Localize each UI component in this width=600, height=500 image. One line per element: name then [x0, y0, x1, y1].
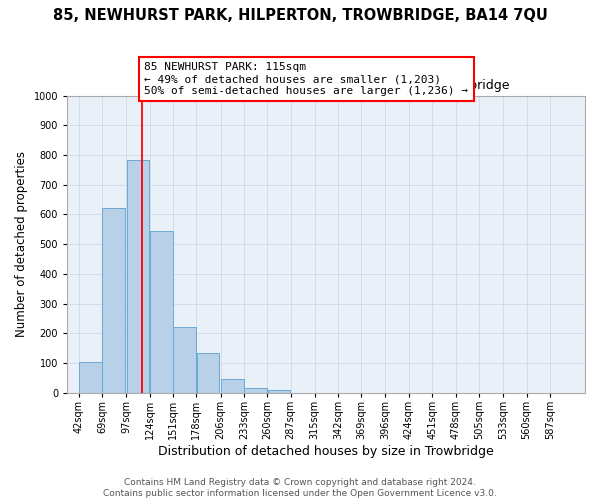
- Bar: [173, 328, 196, 392]
- Bar: [127, 160, 149, 392]
- Bar: [79, 362, 102, 392]
- X-axis label: Distribution of detached houses by size in Trowbridge: Distribution of detached houses by size …: [158, 444, 494, 458]
- Text: 85 NEWHURST PARK: 115sqm
← 49% of detached houses are smaller (1,203)
50% of sem: 85 NEWHURST PARK: 115sqm ← 49% of detach…: [145, 62, 469, 96]
- Title: Size of property relative to detached houses in Trowbridge: Size of property relative to detached ho…: [143, 79, 509, 92]
- Text: 85, NEWHURST PARK, HILPERTON, TROWBRIDGE, BA14 7QU: 85, NEWHURST PARK, HILPERTON, TROWBRIDGE…: [53, 8, 547, 22]
- Bar: [268, 390, 290, 392]
- Bar: [221, 380, 244, 392]
- Y-axis label: Number of detached properties: Number of detached properties: [15, 151, 28, 337]
- Text: Contains HM Land Registry data © Crown copyright and database right 2024.
Contai: Contains HM Land Registry data © Crown c…: [103, 478, 497, 498]
- Bar: [103, 208, 125, 392]
- Bar: [244, 388, 267, 392]
- Bar: [150, 232, 173, 392]
- Bar: [197, 353, 220, 393]
